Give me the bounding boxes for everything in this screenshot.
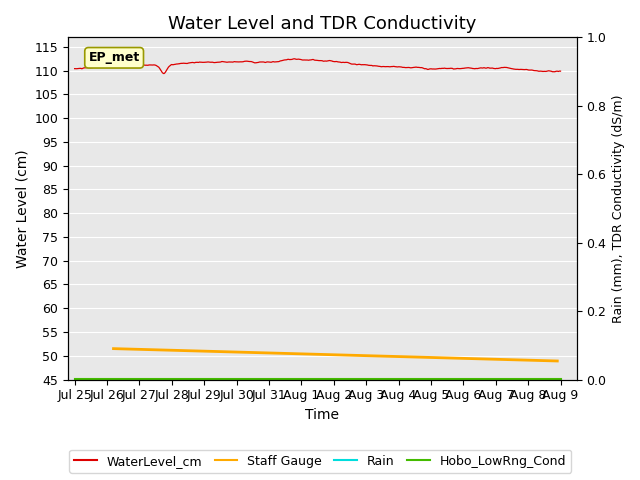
WaterLevel_cm	[160, 71, 168, 76]
Title: Water Level and TDR Conductivity: Water Level and TDR Conductivity	[168, 15, 477, 33]
WaterLevel_cm	[291, 56, 298, 61]
WaterLevel_cm	[557, 68, 564, 74]
Staff Gauge	[372, 353, 380, 359]
Staff Gauge	[381, 353, 389, 359]
Line: Staff Gauge: Staff Gauge	[113, 348, 557, 361]
WaterLevel_cm	[234, 59, 241, 65]
WaterLevel_cm	[500, 65, 508, 71]
Legend: WaterLevel_cm, Staff Gauge, Rain, Hobo_LowRng_Cond: WaterLevel_cm, Staff Gauge, Rain, Hobo_L…	[69, 450, 571, 473]
Staff Gauge	[554, 358, 561, 364]
WaterLevel_cm	[168, 62, 175, 68]
Staff Gauge	[109, 346, 117, 351]
Text: EP_met: EP_met	[88, 51, 140, 64]
X-axis label: Time: Time	[305, 408, 339, 422]
Y-axis label: Rain (mm), TDR Conductivity (dS/m): Rain (mm), TDR Conductivity (dS/m)	[612, 94, 625, 323]
Line: WaterLevel_cm: WaterLevel_cm	[75, 59, 561, 73]
Staff Gauge	[374, 353, 381, 359]
Y-axis label: Water Level (cm): Water Level (cm)	[15, 149, 29, 268]
WaterLevel_cm	[71, 66, 79, 72]
WaterLevel_cm	[457, 66, 465, 72]
Staff Gauge	[111, 346, 119, 351]
Staff Gauge	[484, 356, 492, 362]
WaterLevel_cm	[179, 60, 187, 66]
Staff Gauge	[512, 357, 520, 363]
WaterLevel_cm	[393, 64, 401, 70]
